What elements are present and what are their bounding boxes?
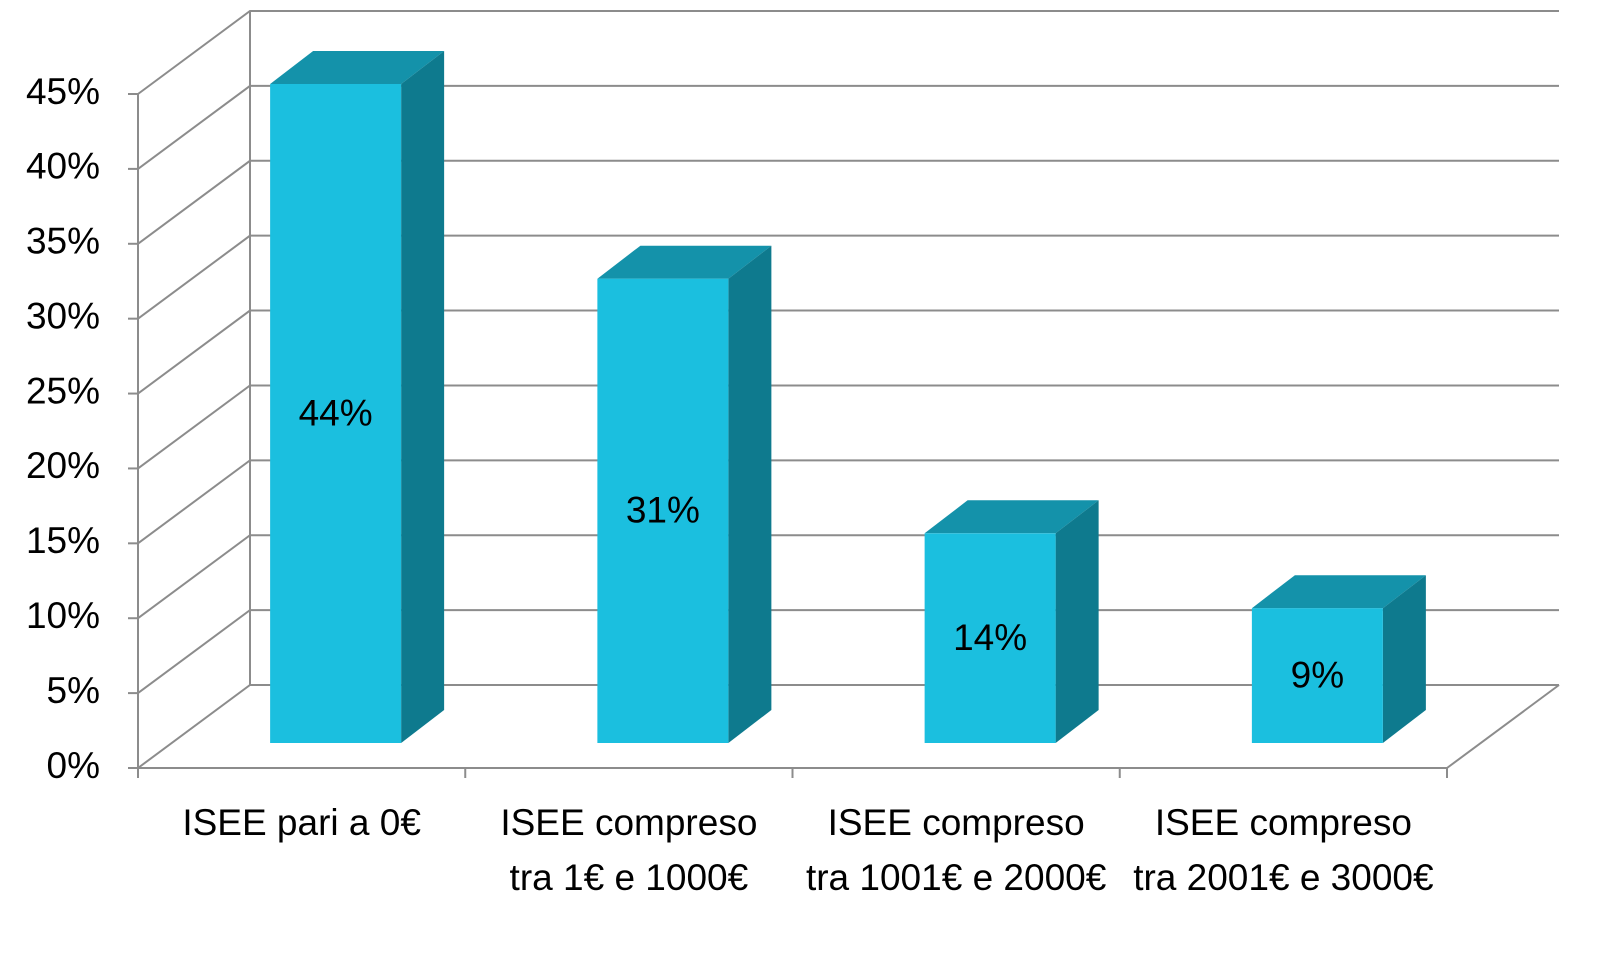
y-tick-label: 20% — [26, 445, 100, 486]
y-tick-label: 10% — [26, 595, 100, 636]
y-tick-label: 15% — [26, 520, 100, 561]
x-tick-label: ISEE pari a 0€ — [182, 802, 421, 843]
grid-line — [137, 534, 1559, 620]
grid-line — [137, 234, 1559, 320]
data-label: 44% — [299, 392, 373, 433]
y-tick-label: 40% — [26, 146, 100, 187]
x-tick-label: ISEE compreso tra 1001€ e 2000€ — [805, 802, 1107, 898]
bar — [597, 278, 729, 743]
y-tick-label: 25% — [26, 370, 100, 411]
grid-line — [137, 609, 1559, 694]
grid-line — [137, 159, 1559, 245]
grid-line — [137, 84, 1559, 170]
bar-side — [1055, 500, 1099, 743]
data-label: 14% — [953, 617, 1027, 658]
bar-side — [401, 50, 445, 743]
bar-side — [728, 245, 772, 743]
bar-top — [270, 50, 445, 84]
x-tick-label: ISEE compreso tra 2001€ e 3000€ — [1133, 802, 1434, 898]
bar — [270, 83, 402, 743]
grid-line — [137, 459, 1559, 545]
grid-line — [137, 309, 1559, 395]
grid-line — [137, 384, 1559, 470]
y-tick-label: 5% — [47, 670, 100, 711]
y-tick-label: 45% — [26, 71, 100, 112]
bar — [924, 533, 1056, 743]
grid-line — [137, 10, 1559, 95]
y-tick-label: 35% — [26, 221, 100, 262]
bar-top — [924, 500, 1099, 534]
data-label: 9% — [1291, 654, 1344, 695]
y-tick-label: 30% — [26, 295, 100, 336]
y-tick-label: 0% — [47, 745, 100, 786]
bar-top — [597, 245, 772, 279]
grid-line — [137, 684, 1559, 769]
bar-side — [1382, 575, 1426, 743]
floor-edge — [1446, 684, 1560, 769]
x-tick-label: ISEE compreso tra 1€ e 1000€ — [500, 802, 758, 898]
bar — [1251, 608, 1383, 743]
data-label: 31% — [626, 490, 700, 531]
bar-top — [1251, 575, 1426, 609]
